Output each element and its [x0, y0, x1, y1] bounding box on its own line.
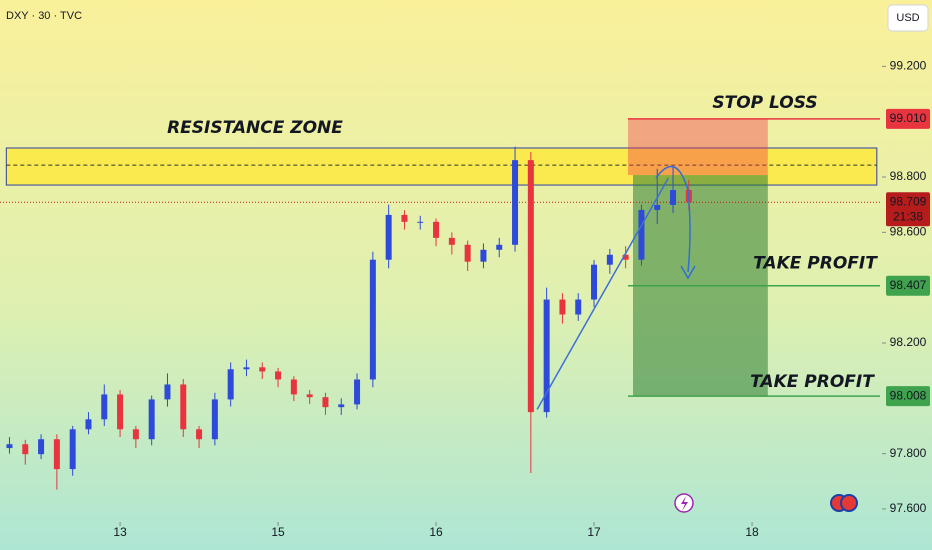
- candle-body: [354, 379, 361, 405]
- candle-body: [670, 190, 677, 205]
- candle-body: [401, 214, 408, 222]
- candle-body: [433, 221, 440, 238]
- candle-body: [132, 429, 139, 440]
- event-icon-bolt: [681, 496, 688, 511]
- candle-body: [243, 367, 250, 370]
- candle-body: [227, 369, 234, 400]
- candle-body: [369, 259, 376, 380]
- level-price-box: [886, 108, 930, 129]
- last-price-box: [886, 192, 930, 227]
- level-name: TAKE PROFIT: [750, 372, 875, 392]
- countdown-label: 21:38: [893, 209, 923, 223]
- candle-body: [117, 394, 124, 430]
- candle-body: [385, 214, 392, 260]
- candle-body: [306, 394, 313, 398]
- y-tick-label: 99.200: [890, 59, 927, 73]
- trendline: [536, 177, 669, 410]
- candle-body: [290, 379, 297, 395]
- candle-body: [53, 439, 60, 470]
- candle-body: [101, 394, 108, 420]
- plot: 97.600 97.800 98.200 98.600 98.800 99.200 13 15…: [0, 59, 930, 539]
- y-tick-label: 97.600: [890, 501, 927, 515]
- candle-body: [496, 244, 503, 250]
- candle-body: [148, 399, 155, 440]
- candle-body: [622, 254, 629, 260]
- candle-body: [180, 384, 187, 430]
- candle-body: [275, 371, 282, 380]
- candle-body: [164, 384, 171, 400]
- level-price-label: 98.407: [890, 278, 927, 292]
- level-price-label: 98.008: [890, 388, 927, 402]
- candle-body: [543, 299, 550, 413]
- candle-body: [512, 160, 519, 245]
- x-tick-label: 17: [587, 525, 601, 539]
- candle-body: [606, 254, 613, 265]
- candle-body: [259, 367, 266, 372]
- candle-body: [464, 244, 471, 262]
- currency-label[interactable]: USD: [896, 12, 919, 24]
- candle-body: [6, 444, 13, 449]
- level-price-box: [886, 275, 930, 296]
- y-tick-label: 97.800: [890, 446, 927, 460]
- level-name: TAKE PROFIT: [753, 254, 878, 274]
- x-tick-label: 18: [745, 525, 759, 539]
- candle-body: [38, 439, 45, 455]
- candle-body: [85, 419, 92, 430]
- candle-body: [322, 397, 329, 408]
- arrow-head: [680, 265, 696, 280]
- level-name: STOP LOSS: [712, 93, 817, 113]
- candle-body: [196, 429, 203, 440]
- y-tick-label: 98.600: [890, 225, 927, 239]
- candle-body: [338, 404, 345, 408]
- candle-body: [527, 160, 534, 413]
- y-tick-label: 98.200: [890, 335, 927, 349]
- candle-body: [638, 209, 645, 260]
- x-tick-label: 13: [113, 525, 127, 539]
- candle-body: [591, 264, 598, 300]
- currency-button[interactable]: [887, 4, 929, 32]
- x-tick-label: 15: [271, 525, 285, 539]
- candle-body: [480, 249, 487, 262]
- candle-body: [22, 444, 29, 455]
- candle-body: [417, 221, 424, 223]
- candle-body: [211, 399, 218, 440]
- candle-body: [575, 299, 582, 315]
- risk-box: [628, 118, 768, 176]
- candle-body: [69, 429, 76, 470]
- level-price-label: 99.010: [890, 111, 927, 125]
- symbol-title: DXY · 30 · TVC: [6, 10, 82, 22]
- candle-body: [559, 299, 566, 315]
- candle-body: [654, 204, 661, 210]
- projection-arrow: [655, 165, 691, 273]
- flag-icon[interactable]: [840, 494, 858, 512]
- candle-body: [448, 237, 455, 245]
- y-tick-label: 98.800: [890, 169, 927, 183]
- x-tick-label: 16: [429, 525, 443, 539]
- zone-label: RESISTANCE ZONE: [167, 118, 343, 138]
- level-price-box: [886, 386, 930, 407]
- last-price-label: 98.709: [890, 194, 927, 208]
